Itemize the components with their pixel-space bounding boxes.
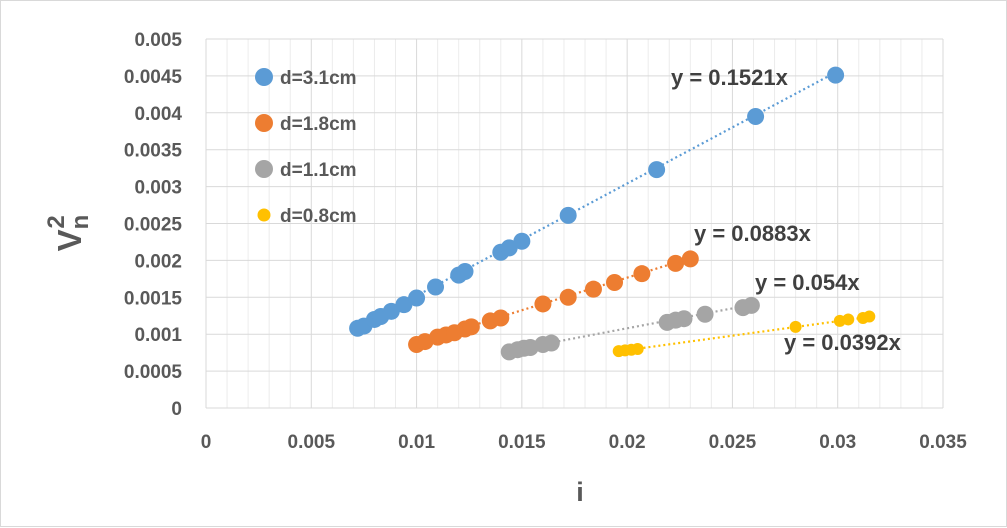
y-tick-label: 0.0025 [124, 215, 183, 236]
y-axis-title-superscript: 2 [43, 215, 70, 228]
legend-entry: d=1.1cm [280, 160, 357, 181]
data-point [500, 239, 518, 257]
data-point [863, 310, 876, 323]
data-point [456, 262, 474, 280]
data-point [382, 302, 400, 320]
data-point [542, 334, 560, 352]
data-point [408, 289, 426, 307]
legend: d=3.1cm d=1.8cm d=1.1cm d=0.8cm [255, 68, 357, 227]
y-tick-label: 0.005 [134, 30, 182, 51]
data-point [606, 274, 624, 292]
trendline-equations: y = 0.1521x y = 0.0883x y = 0.054x y = 0.03… [671, 65, 902, 355]
data-point [631, 342, 644, 355]
data-point [492, 309, 510, 327]
trendline-equation: y = 0.1521x [671, 65, 789, 90]
data-point [395, 296, 413, 314]
y-tick-label: 0.002 [134, 251, 182, 272]
x-tick-label: 0.025 [709, 432, 757, 453]
data-point [427, 278, 445, 296]
x-axis-title: i [576, 477, 584, 507]
y-tick-label: 0.0045 [124, 67, 183, 88]
data-point [633, 265, 651, 283]
x-tick-label: 0.03 [819, 432, 856, 453]
data-point [789, 320, 802, 333]
legend-marker [257, 208, 271, 222]
x-axis-ticks: 0 0.005 0.01 0.015 0.02 0.025 0.03 0.035 [201, 432, 967, 453]
legend-entry: d=1.8cm [280, 114, 357, 135]
data-point [513, 232, 531, 250]
data-point [827, 66, 845, 84]
y-tick-label: 0.0005 [124, 362, 183, 383]
data-point [462, 318, 480, 336]
y-axis-title-subscript: n [67, 215, 94, 230]
x-tick-label: 0.005 [288, 432, 336, 453]
y-tick-label: 0.001 [134, 325, 182, 346]
data-point [559, 288, 577, 306]
data-point [648, 161, 666, 179]
y-axis-title: Vn2 [43, 215, 94, 252]
legend-marker [255, 160, 273, 178]
y-tick-label: 0.003 [134, 178, 182, 199]
grid-major [205, 38, 944, 409]
trendline-equation: y = 0.054x [755, 270, 860, 295]
data-point [747, 107, 765, 125]
y-tick-label: 0.004 [134, 104, 182, 125]
y-tick-label: 0.0035 [124, 141, 183, 162]
y-tick-label: 0.0015 [124, 288, 183, 309]
legend-entry: d=0.8cm [280, 206, 357, 227]
data-point [742, 296, 760, 314]
legend-marker [255, 114, 273, 132]
trendline-equation: y = 0.0883x [694, 221, 812, 246]
x-tick-label: 0.015 [498, 432, 546, 453]
y-tick-label: 0 [171, 399, 182, 420]
trendline-equation: y = 0.0392x [784, 330, 902, 355]
data-point [534, 295, 552, 313]
data-point [559, 206, 577, 224]
trendline [618, 315, 870, 353]
x-tick-label: 0.035 [919, 432, 967, 453]
data-point [584, 280, 602, 298]
data-point [675, 310, 693, 328]
y-axis-title-base: V [51, 229, 88, 251]
data-points [349, 66, 876, 361]
legend-marker [255, 68, 273, 86]
legend-entry: d=3.1cm [280, 68, 357, 89]
x-tick-label: 0 [201, 432, 212, 453]
data-point [696, 305, 714, 323]
data-point [681, 250, 699, 268]
x-tick-label: 0.02 [609, 432, 646, 453]
x-tick-label: 0.01 [398, 432, 435, 453]
data-point [842, 313, 855, 326]
data-point [667, 254, 685, 272]
y-axis-ticks: 0 0.0005 0.001 0.0015 0.002 0.0025 0.003 0.0035… [124, 30, 183, 420]
trendlines [357, 71, 870, 353]
